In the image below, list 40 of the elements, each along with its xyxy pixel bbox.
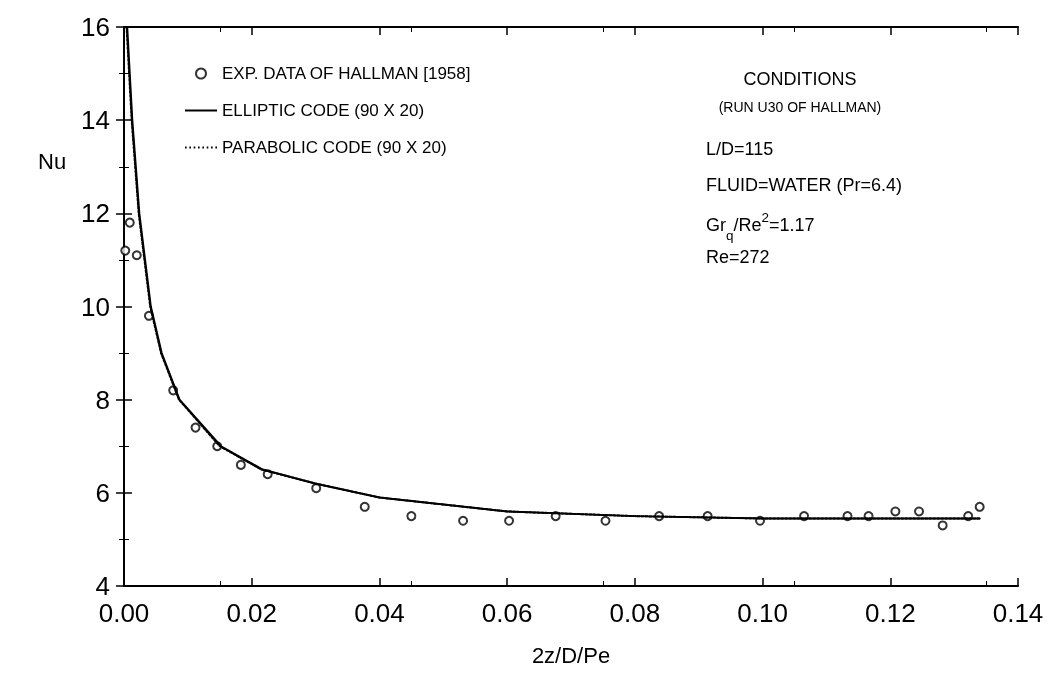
annotation: CONDITIONS xyxy=(743,69,857,89)
point xyxy=(131,250,142,261)
y-tick-label: 14 xyxy=(81,105,110,136)
point xyxy=(124,217,135,228)
y-tick-label: 12 xyxy=(81,198,110,229)
x-tick-label: 0.06 xyxy=(481,598,533,628)
legend-label: EXP. DATA OF HALLMAN [1958] xyxy=(222,64,471,83)
x-tick-label: 0.12 xyxy=(864,598,916,628)
point xyxy=(890,506,901,517)
y-tick-label: 8 xyxy=(95,384,110,415)
point xyxy=(974,501,985,512)
point xyxy=(600,515,611,526)
point xyxy=(235,459,246,470)
y-tick-label: 16 xyxy=(81,12,110,42)
y-tick-label: 4 xyxy=(95,571,110,601)
y-tick-label: 6 xyxy=(95,477,110,508)
y-axis-title: Nu xyxy=(38,148,67,174)
annotation: Re=272 xyxy=(706,247,770,267)
annotation: (RUN U30 OF HALLMAN) xyxy=(718,99,882,115)
point xyxy=(190,422,201,433)
legend-label: ELLIPTIC CODE (90 X 20) xyxy=(222,101,425,120)
point xyxy=(120,245,131,256)
x-tick-label: 0.00 xyxy=(98,598,150,628)
point xyxy=(458,515,469,526)
point xyxy=(311,483,322,494)
annotation: FLUID=WATER (Pr=6.4) xyxy=(706,175,903,195)
point xyxy=(359,501,370,512)
x-tick-label: 0.02 xyxy=(226,598,278,628)
x-tick-label: 0.08 xyxy=(609,598,661,628)
point xyxy=(406,511,417,522)
annotation: L/D=115 xyxy=(706,139,774,159)
point xyxy=(914,506,925,517)
legend-label: PARABOLIC CODE (90 X 20) xyxy=(222,138,447,157)
point xyxy=(937,520,948,531)
y-tick-label: 10 xyxy=(81,291,110,322)
x-axis-title: 2z/D/Pe xyxy=(531,642,611,668)
point xyxy=(504,515,515,526)
x-tick-label: 0.04 xyxy=(354,598,405,628)
x-tick-label: 0.14 xyxy=(992,598,1044,628)
x-tick-label: 0.10 xyxy=(737,598,788,628)
